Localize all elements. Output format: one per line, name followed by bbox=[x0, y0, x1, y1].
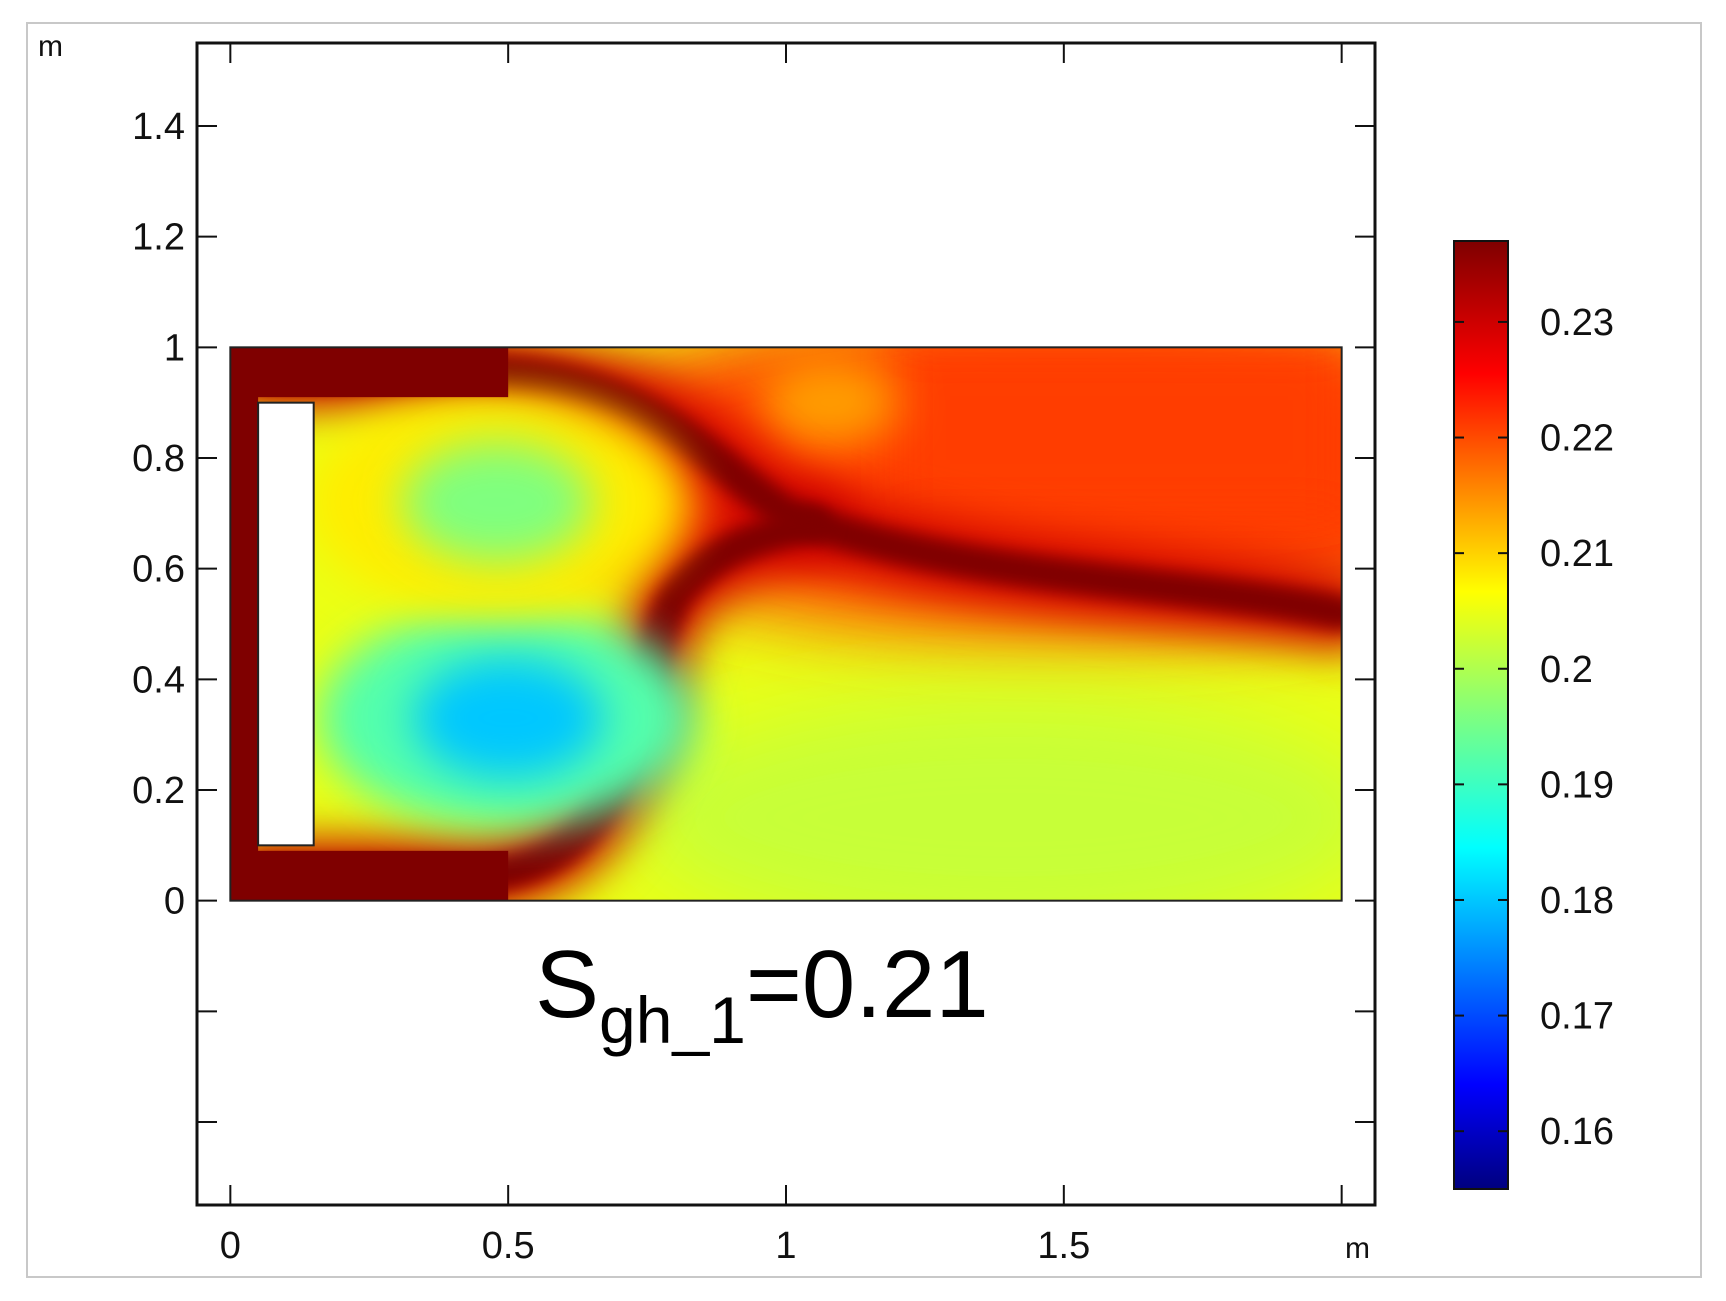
y-tick-label: 0.2 bbox=[132, 770, 185, 812]
colorbar-tick-label: 0.23 bbox=[1540, 302, 1614, 344]
colorbar-tick-label: 0.19 bbox=[1540, 764, 1614, 806]
wake-spot bbox=[760, 357, 901, 448]
annotation-text: Sgh_1=0.21 bbox=[535, 931, 989, 1057]
colorbar-tick-label: 0.16 bbox=[1540, 1111, 1614, 1153]
wall-band-2 bbox=[230, 850, 509, 901]
y-tick-label: 0 bbox=[164, 881, 185, 923]
colorbar-ticks: 0.16 0.17 0.18 0.19 0.2 0.21 0.22 0.23 bbox=[1454, 302, 1614, 1153]
colorbar bbox=[1453, 240, 1509, 1190]
colorbar-tick-label: 0.18 bbox=[1540, 880, 1614, 922]
colorbar-tick-label: 0.21 bbox=[1540, 533, 1614, 575]
y-tick-label: 1.2 bbox=[132, 217, 185, 259]
colorbar-tick-label: 0.17 bbox=[1540, 996, 1614, 1038]
y-tick-label: 1 bbox=[164, 327, 185, 369]
heat-field bbox=[230, 347, 1342, 901]
colorbar-tick-label: 0.22 bbox=[1540, 418, 1614, 460]
wall-band-0 bbox=[230, 347, 259, 901]
annotation-base: S bbox=[535, 931, 599, 1038]
obstacle-block bbox=[257, 401, 315, 847]
annotation-suffix: =0.21 bbox=[746, 931, 989, 1038]
y-tick-label: 1.4 bbox=[132, 106, 185, 148]
domain-outline bbox=[229, 346, 1343, 902]
eddy-core-0 bbox=[413, 658, 604, 779]
y-tick-label: 0.6 bbox=[132, 549, 185, 591]
x-tick-label: 0.5 bbox=[482, 1225, 535, 1267]
colorbar-tick-label: 0.2 bbox=[1540, 649, 1593, 691]
y-tick-label: 0.8 bbox=[132, 438, 185, 480]
y-tick-label: 0.4 bbox=[132, 659, 185, 701]
axis-ticks: 0 0.5 1 1.5 0 0.2 0.4 0.6 0.8 1 1.2 1.4 bbox=[132, 43, 1375, 1267]
x-unit-label: m bbox=[1345, 1232, 1370, 1265]
eddy-core-1 bbox=[402, 442, 593, 563]
x-tick-label: 1 bbox=[775, 1225, 796, 1267]
y-unit-label: m bbox=[38, 30, 63, 63]
annotation-subscript: gh_1 bbox=[599, 983, 746, 1057]
wake-upper bbox=[897, 347, 1342, 514]
low-zone bbox=[630, 695, 1342, 901]
x-tick-label: 0 bbox=[220, 1225, 241, 1267]
x-tick-label: 1.5 bbox=[1037, 1225, 1090, 1267]
wall-band-1 bbox=[230, 347, 509, 398]
